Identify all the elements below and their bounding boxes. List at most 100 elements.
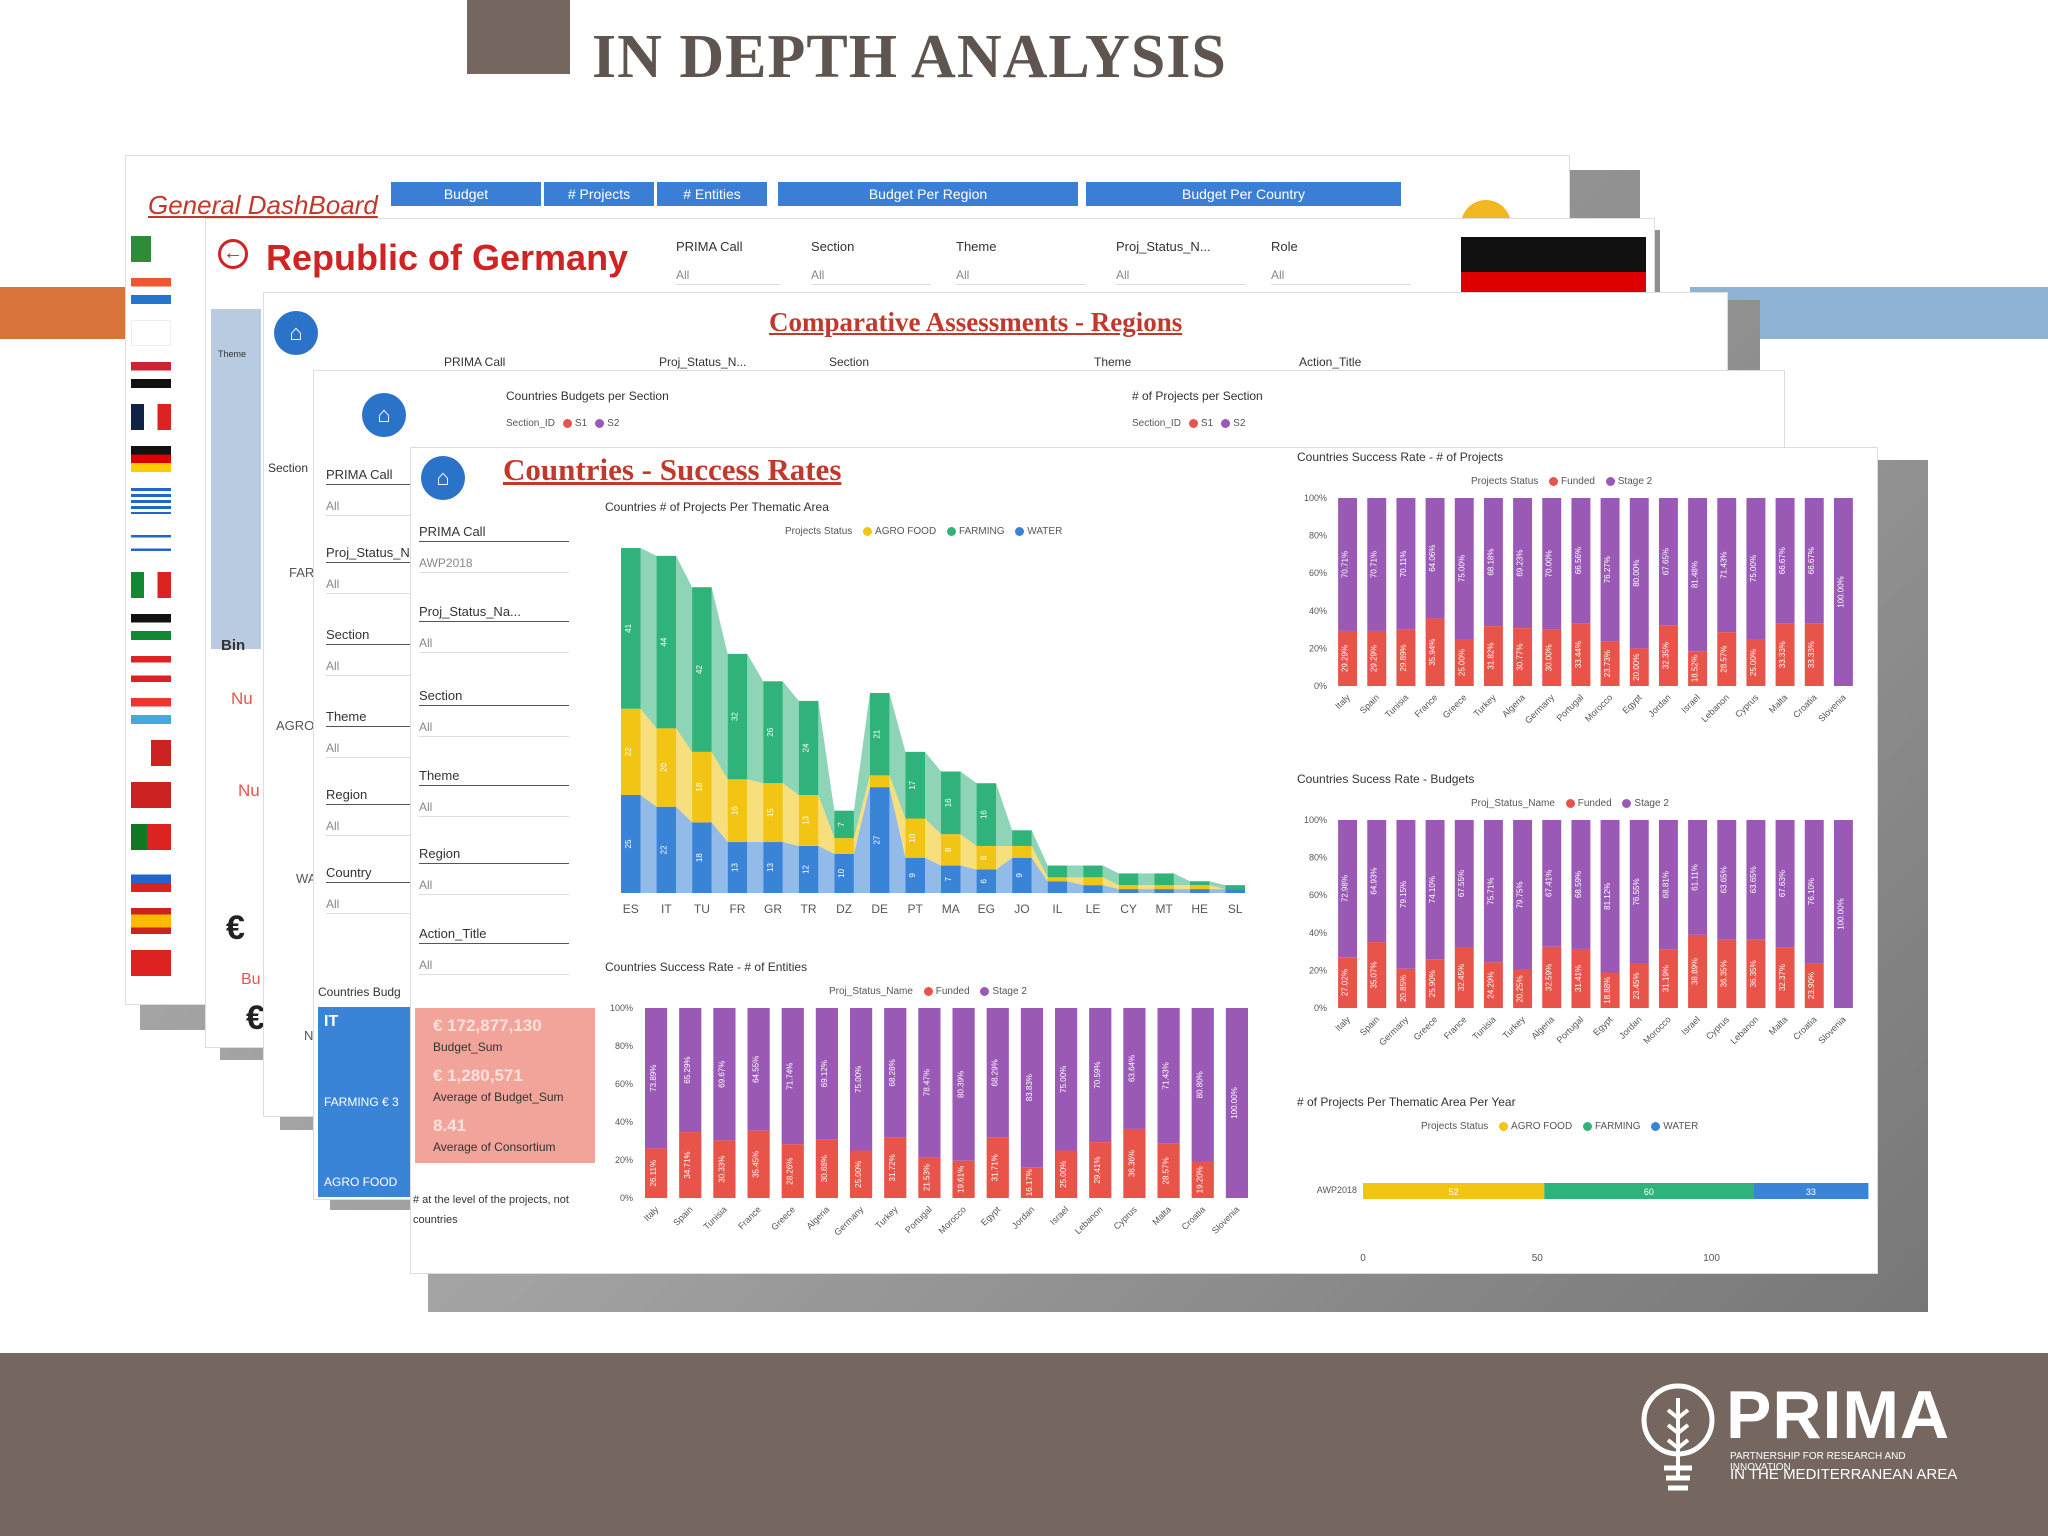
flag-algeria — [131, 236, 171, 262]
ribbon-bar-water — [763, 842, 783, 893]
budgets-xtick: Turkey — [1501, 1014, 1528, 1041]
regions-filter-theme[interactable]: Theme — [1094, 355, 1132, 369]
tab-projects[interactable]: # Projects — [544, 182, 654, 206]
success-slicer-status[interactable]: Proj_Status_Na... All — [419, 604, 569, 653]
ribbon-bar-water — [1118, 889, 1139, 893]
projects-ytick: 60% — [1309, 568, 1327, 578]
projects-bar-stage2 — [1717, 498, 1737, 633]
germany-filter-theme[interactable]: Theme All — [956, 239, 1086, 285]
kpi-avg-budget-label: Average of Budget_Sum — [433, 1090, 564, 1104]
projects-bar-stage2 — [1804, 498, 1824, 624]
success-slicer-action-title[interactable]: Action_Title All — [419, 926, 569, 975]
entities-bar-stage2 — [1089, 1008, 1112, 1143]
regions-filter-prima-call[interactable]: PRIMA Call — [444, 355, 506, 369]
budgets-label-funded: 20.25% — [1516, 975, 1525, 1002]
ribbon-xtick: SL — [1228, 902, 1243, 916]
regions-filter-status[interactable]: Proj_Status_N... — [659, 355, 747, 369]
budgets-slicer-region[interactable]: Region All — [326, 787, 416, 836]
kpi-budget-sum-label: Budget_Sum — [433, 1040, 503, 1054]
ribbon-band-farming — [996, 783, 1013, 846]
tab-budget[interactable]: Budget — [391, 182, 541, 206]
ribbon-bar-farming — [692, 587, 712, 752]
success-slicer-theme[interactable]: Theme All — [419, 768, 569, 817]
regions-filter-action-title[interactable]: Action_Title — [1299, 355, 1362, 369]
budgets-xtick: Cyprus — [1704, 1014, 1732, 1042]
regions-row-wa: WA — [296, 871, 317, 886]
budgets-slicer-status[interactable]: Proj_Status_N All — [326, 545, 416, 594]
success-slicer-region[interactable]: Region All — [419, 846, 569, 895]
budgets-xtick: Croatia — [1791, 1014, 1819, 1042]
projects-label-stage2: 70.71% — [1341, 551, 1350, 578]
entities-chart: Countries Success Rate - # of Entities P… — [599, 958, 1261, 1270]
success-slicer-section[interactable]: Section All — [419, 688, 569, 737]
budgets-bar-funded — [1338, 957, 1358, 1008]
budgets-xtick: France — [1442, 1014, 1469, 1041]
entities-ytick: 80% — [615, 1041, 633, 1051]
regions-filter-section[interactable]: Section — [829, 355, 870, 369]
budgets-xtick: Portugal — [1555, 1014, 1586, 1045]
projects-label-funded: 33.33% — [1807, 641, 1816, 668]
entities-bar-funded — [1054, 1150, 1078, 1198]
entities-bar-funded — [849, 1150, 873, 1198]
projects-bar-funded — [1396, 629, 1416, 686]
germany-filter-status[interactable]: Proj_Status_N... All — [1116, 239, 1246, 285]
home-icon[interactable]: ⌂ — [274, 311, 318, 355]
entities-label-funded: 25.00% — [1059, 1161, 1068, 1188]
ribbon-band-water — [925, 857, 941, 893]
projects-label-stage2: 67.65% — [1661, 548, 1670, 575]
budgets-xtick: Germany — [1377, 1014, 1411, 1048]
ribbon-band-agro — [925, 818, 941, 866]
projects-chart: Countries Success Rate - # of Projects P… — [1291, 448, 1871, 763]
year-label-farming: 60 — [1644, 1187, 1654, 1197]
ribbon-band-farming — [676, 555, 693, 752]
budgets-legend: Proj_Status_Name Funded Stage 2 — [1471, 798, 1669, 809]
success-slicer-prima-call[interactable]: PRIMA Call AWP2018 — [419, 524, 569, 573]
projects-xtick: Algeria — [1500, 692, 1527, 719]
germany-filter-section[interactable]: Section All — [811, 239, 931, 285]
tab-entities[interactable]: # Entities — [657, 182, 767, 206]
flag-france — [131, 404, 171, 430]
budgets-slicer-prima-call[interactable]: PRIMA Call All — [326, 467, 416, 516]
budgets-label-funded: 36.35% — [1749, 960, 1758, 987]
budgets-bar-stage2 — [1746, 820, 1766, 940]
projects-bar-stage2 — [1775, 498, 1795, 624]
entities-bar-stage2 — [1020, 1008, 1044, 1168]
bing-label: Bin — [221, 637, 246, 654]
ribbon-bar-agro — [1012, 845, 1032, 858]
budgets-label-stage2: 67.55% — [1457, 870, 1466, 897]
entities-bar-funded — [952, 1160, 975, 1198]
budgets-slicer-theme[interactable]: Theme All — [326, 709, 416, 758]
germany-filter-prima-call[interactable]: PRIMA Call All — [676, 239, 781, 285]
year-bar-water — [1753, 1183, 1869, 1199]
budgets-slicer-country[interactable]: Country All — [326, 865, 416, 914]
home-icon-3[interactable]: ⌂ — [421, 456, 465, 500]
budgets-bar-stage2 — [1775, 820, 1795, 948]
year-bar-agro — [1363, 1183, 1545, 1199]
budgets-chart: Countries Sucess Rate - Budgets Proj_Sta… — [1291, 770, 1871, 1085]
budgets-label-stage2: 76.55% — [1632, 878, 1641, 905]
home-icon-2[interactable]: ⌂ — [362, 393, 406, 437]
regions-row-far: FAR — [289, 565, 315, 580]
entities-label-stage2: 71.43% — [1162, 1062, 1171, 1089]
entities-label-stage2: 64.55% — [752, 1056, 761, 1083]
ribbon-label-water: 9 — [908, 873, 917, 878]
budgets-ytick: 20% — [1309, 965, 1327, 975]
ribbon-band-farming — [640, 548, 657, 729]
projects-xtick: France — [1413, 692, 1440, 719]
flag-jordan — [131, 614, 171, 640]
back-arrow-icon[interactable]: ← — [218, 239, 248, 269]
germany-filter-role[interactable]: Role All — [1271, 239, 1411, 285]
budgets-slicer-section[interactable]: Section All — [326, 627, 416, 676]
budgets-bar-funded — [1629, 963, 1649, 1008]
projects-label-funded: 35.94% — [1428, 639, 1437, 666]
projects-label-stage2: 76.27% — [1603, 556, 1612, 583]
ribbon-bar-agro — [1154, 885, 1174, 890]
projects-bar-funded — [1571, 623, 1591, 686]
projects-bar-funded — [1542, 629, 1562, 686]
projects-label-stage2: 70.00% — [1545, 550, 1554, 577]
entities-xtick: Israel — [1048, 1204, 1071, 1227]
budgets-bar-funded — [1367, 942, 1387, 1008]
projects-label-funded: 31.82% — [1486, 643, 1495, 670]
flag-greece — [131, 488, 171, 514]
ribbon-band-agro — [818, 794, 835, 854]
